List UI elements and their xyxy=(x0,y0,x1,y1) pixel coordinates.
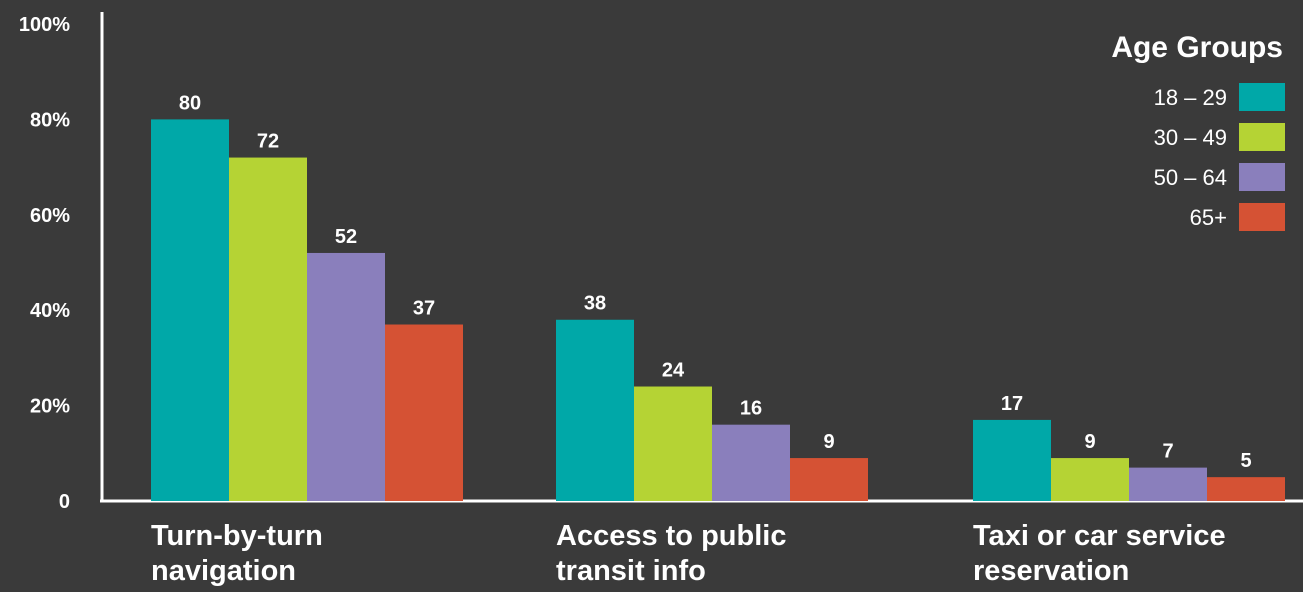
bar-value-label: 52 xyxy=(335,226,357,248)
bar xyxy=(556,319,634,501)
y-tick-label: 0 xyxy=(59,491,70,513)
bar xyxy=(229,157,307,501)
bar xyxy=(712,424,790,501)
bar-value-label: 37 xyxy=(413,298,435,320)
legend-label: 18 – 29 xyxy=(1154,85,1227,110)
y-tick-label: 20% xyxy=(30,396,70,418)
category-label: navigation xyxy=(151,555,296,587)
legend-title: Age Groups xyxy=(1111,31,1283,64)
y-tick-label: 80% xyxy=(30,109,70,131)
bar-value-label: 16 xyxy=(740,398,762,420)
bar xyxy=(151,119,229,502)
bar-value-label: 17 xyxy=(1001,393,1023,415)
bars-group xyxy=(151,119,1285,502)
bar xyxy=(1207,477,1285,501)
bar-value-label: 80 xyxy=(179,92,201,114)
y-axis-ticks: 0 20% 40% 60% 80% 100% xyxy=(19,14,70,513)
bar-value-label: 24 xyxy=(662,360,685,382)
legend-swatch xyxy=(1239,83,1285,111)
category-label: reservation xyxy=(973,555,1129,587)
category-label: transit info xyxy=(556,555,706,587)
bar xyxy=(1129,467,1207,501)
bar xyxy=(1051,458,1129,501)
legend: Age Groups 18 – 29 30 – 49 50 – 64 65+ xyxy=(1111,31,1285,231)
value-labels-group: 80 38 17 72 24 9 52 16 7 37 9 5 xyxy=(179,92,1252,472)
y-tick-label: 40% xyxy=(30,300,70,322)
legend-swatch xyxy=(1239,123,1285,151)
bar xyxy=(307,252,385,501)
bar xyxy=(790,458,868,501)
bar-value-label: 9 xyxy=(823,431,834,453)
bar-value-label: 7 xyxy=(1162,441,1173,463)
bar xyxy=(385,324,463,501)
bar-value-label: 9 xyxy=(1084,431,1095,453)
legend-label: 30 – 49 xyxy=(1154,125,1227,150)
legend-label: 65+ xyxy=(1190,205,1227,230)
y-tick-label: 60% xyxy=(30,205,70,227)
bar-value-label: 72 xyxy=(257,131,279,153)
bar-value-label: 5 xyxy=(1240,450,1251,472)
category-label: Turn-by-turn xyxy=(151,520,323,552)
category-label: Taxi or car service xyxy=(973,520,1226,552)
bar-value-label: 38 xyxy=(584,293,606,315)
bar xyxy=(973,419,1051,501)
y-tick-label: 100% xyxy=(19,14,70,36)
legend-swatch xyxy=(1239,203,1285,231)
category-label: Access to public xyxy=(556,520,786,552)
legend-swatch xyxy=(1239,163,1285,191)
legend-label: 50 – 64 xyxy=(1154,165,1227,190)
bar xyxy=(634,386,712,501)
